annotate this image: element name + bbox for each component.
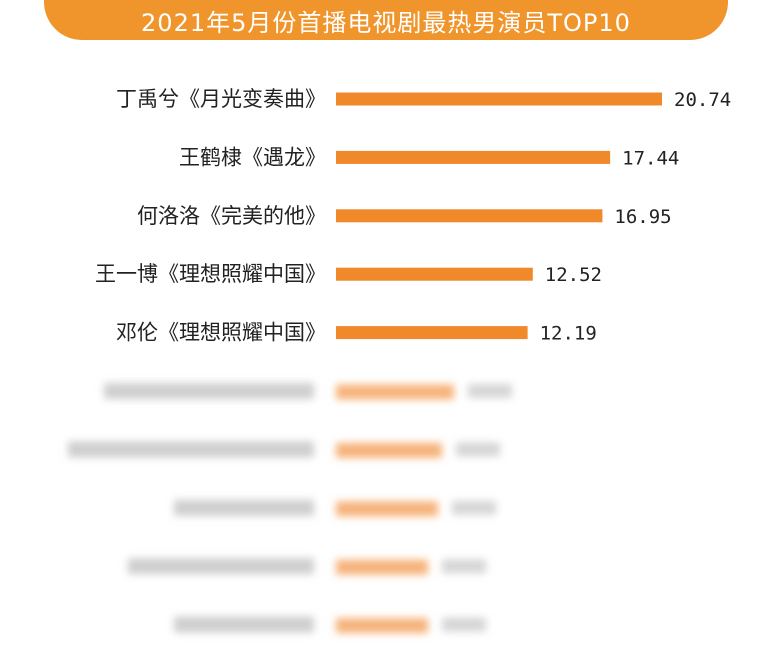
bar (336, 267, 533, 281)
blurred-category-label (128, 558, 314, 575)
blurred-category-label (68, 441, 314, 458)
value-label: 17.44 (622, 147, 679, 169)
blurred-category-label (174, 616, 314, 633)
blurred-bar (336, 618, 428, 634)
blurred-bar (336, 384, 454, 400)
blurred-bar (336, 501, 438, 517)
blurred-value-label (468, 384, 512, 398)
category-label: 邓伦《理想照耀中国》 (116, 321, 326, 345)
blurred-value-label (442, 559, 486, 574)
bar (336, 92, 662, 106)
value-label: 12.52 (545, 264, 602, 286)
blurred-category-label (174, 499, 314, 516)
blurred-value-label (452, 500, 496, 515)
title-banner: 2021年5月份首播电视剧最热男演员TOP10 (44, 0, 728, 40)
blurred-value-label (442, 617, 486, 632)
value-label: 20.74 (674, 89, 731, 111)
value-label: 12.19 (540, 323, 597, 345)
category-label: 何洛洛《完美的他》 (137, 204, 326, 228)
chart-title: 2021年5月份首播电视剧最热男演员TOP10 (141, 8, 631, 37)
category-label: 王鹤棣《遇龙》 (179, 145, 326, 169)
blurred-bar (336, 442, 442, 458)
blurred-category-label (104, 383, 314, 399)
value-label: 16.95 (614, 206, 671, 228)
category-label: 王一博《理想照耀中国》 (95, 262, 326, 286)
blurred-bar (336, 559, 428, 575)
blurred-value-label (456, 442, 500, 457)
blurred-rows (68, 383, 512, 634)
bar (336, 326, 528, 340)
bar (336, 150, 611, 164)
bar (336, 209, 603, 223)
category-label: 丁禹兮《月光变奏曲》 (116, 87, 326, 111)
